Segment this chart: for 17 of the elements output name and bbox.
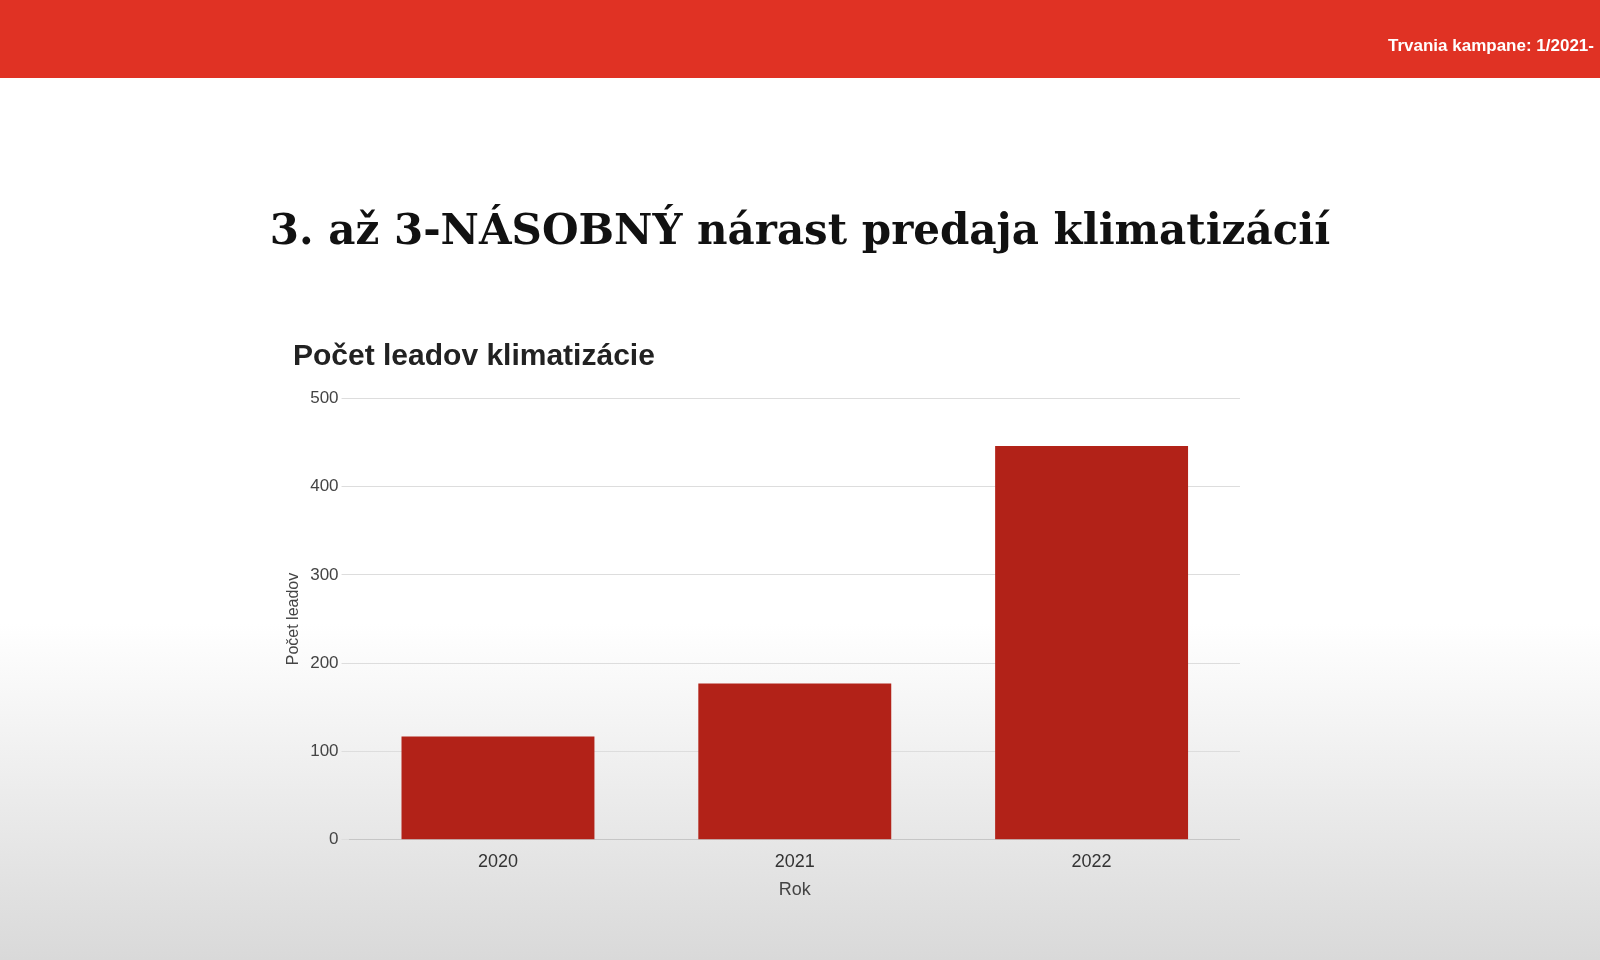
x-tick-label: 2021: [774, 850, 815, 871]
text: Trvania kampane: 1/2021-: [1387, 36, 1594, 56]
y-tick-label: 300: [310, 564, 339, 584]
bar: [698, 683, 892, 840]
bar: [401, 736, 595, 840]
chart-subtitle: Počet leadov klimatizácie: [293, 338, 655, 372]
x-tick-label: 2020: [477, 850, 518, 871]
bar: [995, 445, 1189, 840]
y-tick-label: 0: [329, 829, 339, 849]
y-tick-label: 500: [310, 387, 339, 407]
x-tick-label: 2022: [1071, 850, 1112, 871]
y-tick-label: 100: [310, 741, 339, 761]
y-tick-label: 200: [310, 652, 339, 672]
y-axis-title: Počet leadov: [284, 572, 302, 666]
chart-title: 3. až 3-NÁSOBNÝ nárast predaja klimatizácií: [268, 205, 1332, 254]
y-tick-label: 400: [310, 476, 339, 496]
x-axis-title: Rok: [778, 879, 812, 900]
